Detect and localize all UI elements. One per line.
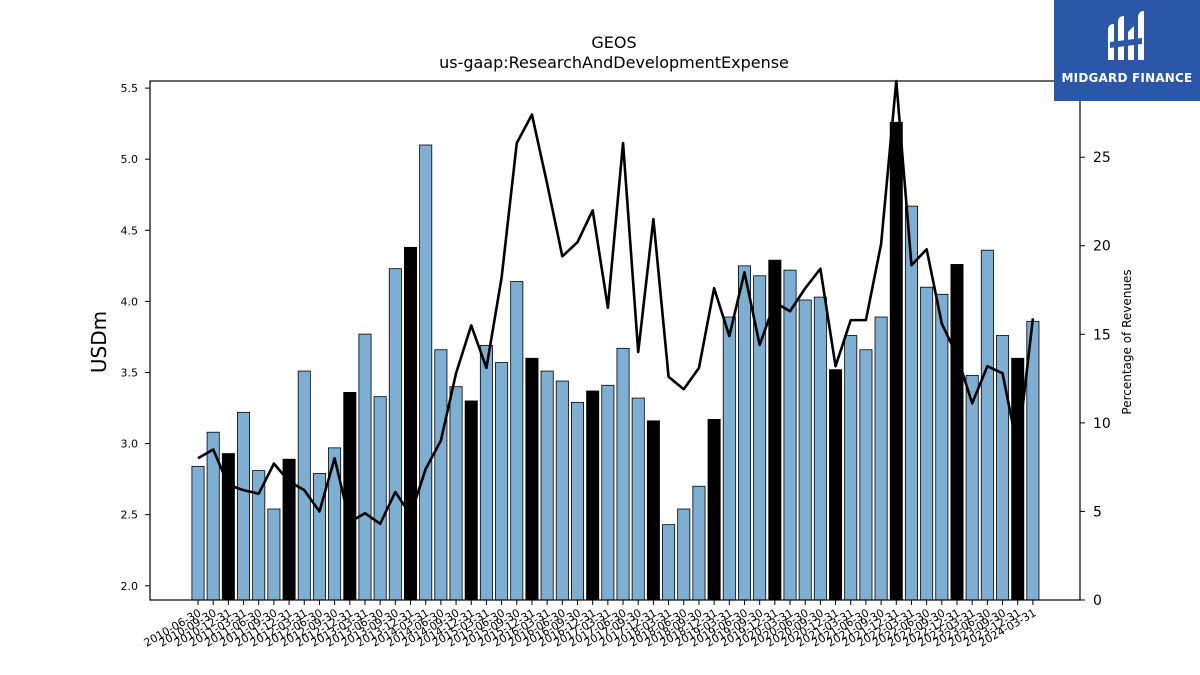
bar <box>646 420 660 601</box>
bar <box>980 249 994 601</box>
bar <box>737 265 751 601</box>
y2-tick-label: 25 <box>1093 150 1111 166</box>
midgard-logo-icon <box>1108 11 1144 60</box>
bar <box>920 286 934 601</box>
y-axis-left: 2.0 2.5 3.0 3.5 4.0 4.5 5.0 5.5 <box>121 82 150 593</box>
bar <box>449 386 463 601</box>
bar <box>874 316 888 601</box>
bar <box>525 357 539 601</box>
y2-tick-label: 20 <box>1093 239 1111 255</box>
bar <box>601 384 615 601</box>
bar <box>692 485 706 601</box>
y-tick-label: 2.0 <box>121 580 139 593</box>
bar <box>829 369 843 601</box>
bar <box>616 347 630 601</box>
plot-frame <box>149 80 1081 601</box>
bar <box>267 508 281 601</box>
brand-logo: MIDGARD FINANCE <box>1054 0 1200 101</box>
y2-axis-label: Percentage of Revenues <box>1120 269 1134 414</box>
y-tick-label: 5.5 <box>121 82 139 95</box>
bar <box>813 296 827 601</box>
y2-tick-label: 0 <box>1093 593 1102 609</box>
chart-title: GEOS <box>591 33 636 52</box>
chart-subtitle: us-gaap:ResearchAndDevelopmentExpense <box>439 53 789 72</box>
bar <box>889 121 903 601</box>
y-tick-label: 3.5 <box>121 366 139 379</box>
bar <box>343 391 357 601</box>
bar <box>479 345 493 601</box>
y-tick-label: 3.0 <box>121 438 139 451</box>
bar <box>859 349 873 601</box>
bar <box>388 268 402 601</box>
y2-tick-label: 15 <box>1093 327 1111 343</box>
bar <box>540 370 554 601</box>
bar <box>373 396 387 601</box>
bar <box>297 370 311 601</box>
bar <box>571 401 585 601</box>
y-tick-label: 4.5 <box>121 224 139 237</box>
y2-tick-label: 10 <box>1093 416 1111 432</box>
bar <box>237 411 251 601</box>
bar <box>510 281 524 601</box>
bar <box>434 349 448 601</box>
line-group <box>197 79 1035 526</box>
bar <box>464 400 478 601</box>
bar <box>358 333 372 601</box>
x-axis: 2010-06-302010-09-302010-12-312011-03-31… <box>142 600 1038 650</box>
bar <box>783 269 797 601</box>
brand-logo-text: MIDGARD FINANCE <box>1061 71 1193 85</box>
bar <box>631 397 645 601</box>
bar <box>935 293 949 601</box>
y-tick-label: 2.5 <box>121 509 139 522</box>
y2-tick-label: 5 <box>1093 504 1102 520</box>
bar <box>586 390 600 601</box>
bar <box>965 374 979 601</box>
y-axis-right: 0 5 10 15 20 25 <box>1080 150 1111 609</box>
bar <box>555 380 569 601</box>
bar <box>1011 357 1025 601</box>
bar <box>798 299 812 601</box>
y-tick-label: 4.0 <box>121 295 139 308</box>
bar <box>722 316 736 601</box>
bar <box>950 264 964 601</box>
bar <box>495 362 509 601</box>
percentage-line <box>197 79 1035 526</box>
y-axis-label: USDm <box>87 311 111 373</box>
y-tick-label: 5.0 <box>121 153 139 166</box>
bar <box>677 508 691 601</box>
bar <box>252 470 266 601</box>
bars-group <box>191 121 1040 601</box>
bar <box>404 246 418 601</box>
bar <box>707 419 721 601</box>
bar <box>419 144 433 601</box>
bar <box>191 465 205 601</box>
bar <box>662 524 676 601</box>
bar <box>844 335 858 601</box>
